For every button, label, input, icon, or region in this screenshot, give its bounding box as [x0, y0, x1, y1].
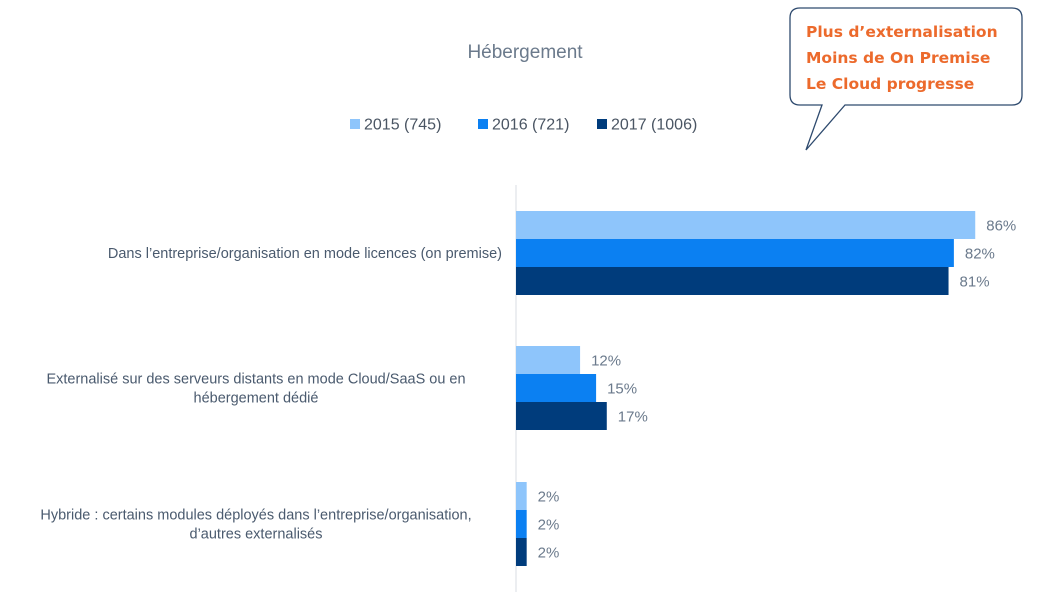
legend-label-3: 2017 (1006) [611, 117, 697, 134]
bar-cat2-series1 [516, 346, 581, 374]
value-label-cat3-series2: 2% [538, 517, 560, 534]
legend-swatch-1 [350, 119, 360, 129]
category-label-2: Externalisé sur des serveurs distants en… [46, 372, 465, 407]
category-label-3: Hybride : certains modules déployés dans… [40, 508, 471, 543]
callout-line-3: Le Cloud progresse [806, 75, 974, 93]
bar-cat2-series2 [516, 374, 597, 402]
callout-shape [789, 7, 1023, 151]
bar-cat1-series3 [516, 267, 949, 295]
bar-cat1-series1 [516, 211, 976, 239]
bar-cat2-series3 [516, 402, 607, 430]
value-label-cat3-series1: 2% [538, 489, 560, 506]
legend-swatch-2 [478, 119, 488, 129]
bar-cat3-series3 [516, 538, 527, 566]
bar-cat3-series1 [516, 482, 527, 510]
category-label-1: Dans l’entreprise/organisation en mode l… [108, 246, 502, 262]
value-label-cat2-series3: 17% [618, 409, 648, 426]
value-labels: 86% 82% 81% 12% 15% 17% 2% 2% 2% [538, 218, 1017, 562]
value-label-cat2-series2: 15% [607, 381, 637, 398]
value-label-cat3-series3: 2% [538, 545, 560, 562]
bar-cat1-series2 [516, 239, 954, 267]
callout-bubble: Plus d’externalisation Moins de On Premi… [789, 7, 1023, 151]
bars [516, 211, 976, 566]
legend: 2015 (745) 2016 (721) 2017 (1006) [350, 117, 697, 134]
value-label-cat1-series3: 81% [960, 274, 990, 291]
legend-swatch-3 [597, 119, 607, 129]
value-label-cat1-series2: 82% [965, 246, 995, 263]
callout-line-2: Moins de On Premise [806, 49, 990, 67]
bar-cat3-series2 [516, 510, 527, 538]
legend-label-2: 2016 (721) [492, 117, 569, 134]
category-labels: Dans l’entreprise/organisation en mode l… [40, 246, 502, 543]
value-label-cat1-series1: 86% [986, 218, 1016, 235]
chart-title: Hébergement [467, 42, 583, 63]
callout-line-1: Plus d’externalisation [806, 23, 998, 41]
value-label-cat2-series1: 12% [591, 353, 621, 370]
legend-label-1: 2015 (745) [364, 117, 441, 134]
